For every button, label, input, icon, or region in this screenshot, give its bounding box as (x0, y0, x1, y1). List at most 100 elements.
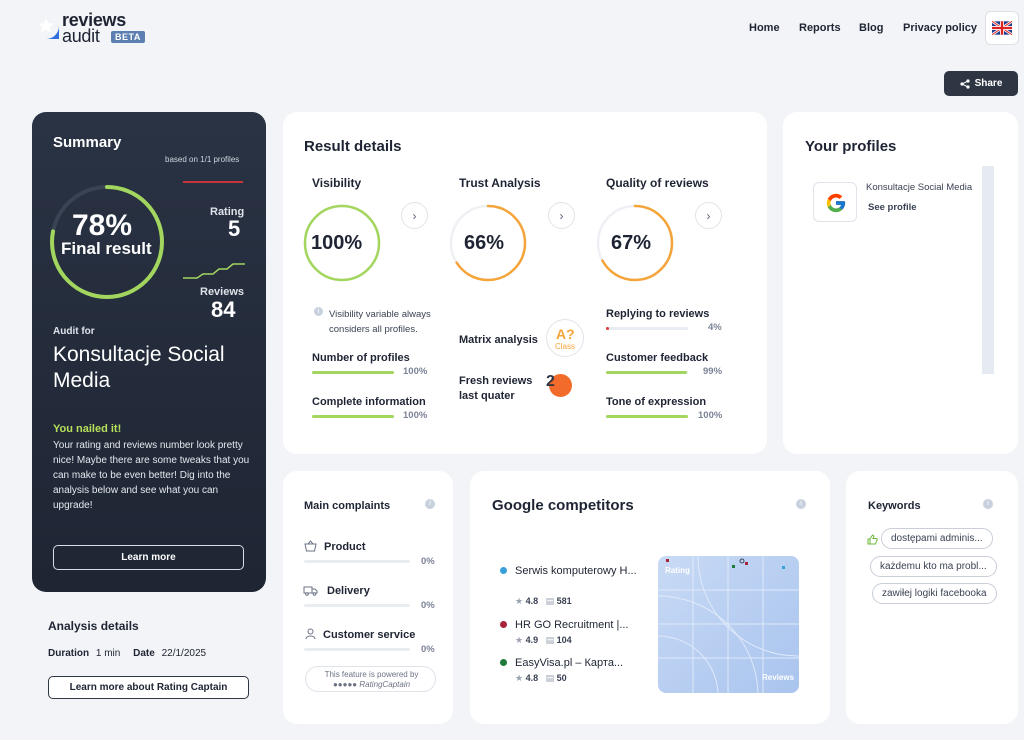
complete-information-label: Complete information (312, 396, 426, 408)
number-of-profiles-bar (312, 371, 394, 374)
replying-bar-fill (606, 327, 610, 330)
keyword-pill[interactable]: dostępami adminis... (881, 528, 993, 549)
share-label: Share (974, 78, 1003, 89)
see-profile-link[interactable]: See profile (868, 202, 917, 213)
basket-icon (304, 540, 317, 552)
analysis-details-title: Analysis details (48, 619, 139, 633)
number-of-profiles-value: 100% (403, 366, 428, 377)
person-icon (305, 628, 316, 640)
profiles-scrollbar[interactable] (982, 166, 994, 374)
logo-text-2: audit (62, 26, 100, 46)
learn-more-rating-captain-button[interactable]: Learn more about Rating Captain (48, 676, 249, 699)
learn-more-button[interactable]: Learn more (53, 545, 244, 570)
keywords-title: Keywords (868, 500, 921, 512)
trust-value: 66% (464, 232, 505, 254)
competitors-map-grid (658, 556, 799, 693)
complaint-delivery-label: Delivery (327, 585, 370, 597)
replying-label: Replying to reviews (606, 308, 710, 320)
visibility-title: Visibility (312, 176, 362, 190)
competitor-stats: ★ 4.8 ▤ 581 (515, 596, 572, 607)
fresh-reviews-value: 2 (546, 373, 555, 390)
competitor-rating: 4.8 (525, 596, 539, 606)
rating-value: 5 (228, 216, 241, 241)
profiles-scrollbar-thumb[interactable] (982, 166, 994, 374)
thumbs-up-icon (867, 534, 878, 545)
date-label: Date (133, 648, 155, 659)
visibility-note: Visibility variable always considers all… (329, 309, 431, 335)
final-result-percent: 78% (72, 209, 133, 242)
language-flag-button[interactable] (985, 11, 1019, 45)
competitor-rating: 4.9 (525, 635, 539, 645)
summary-card: Summary based on 1/1 profiles 78% Final … (32, 112, 266, 592)
profile-name: Konsultacje Social Media (866, 182, 973, 193)
nav-reports[interactable]: Reports (799, 22, 841, 34)
map-reviews-label: Reviews (762, 673, 795, 682)
reviews-trend-line (183, 263, 245, 279)
result-details-card: Result details Visibility 100% › i Visib… (283, 112, 767, 454)
duration-value: 1 min (95, 648, 121, 659)
final-result-gauge (50, 185, 164, 299)
final-result-label: Final result (61, 239, 152, 258)
tone-label: Tone of expression (606, 396, 707, 408)
share-button[interactable]: Share (944, 71, 1018, 96)
trust-details-button[interactable]: › (548, 202, 575, 229)
competitor-stats: ★ 4.8 ▤ 50 (515, 673, 567, 684)
competitor-reviews: 581 (556, 596, 572, 606)
keyword-pill[interactable]: każdemu kto ma probl... (870, 556, 997, 577)
complete-information-bar (312, 415, 394, 418)
competitors-card: Google competitors i Serwis komputerowy … (470, 471, 830, 724)
logo[interactable]: reviews audit BETA (32, 10, 152, 46)
rating-captain-logo: ●●●●● RatingCaptain (306, 680, 437, 689)
truck-icon (303, 586, 318, 596)
reviews-value: 84 (211, 297, 236, 322)
quality-title: Quality of reviews (606, 176, 709, 190)
keyword-pill[interactable]: zawiłej logiki facebooka (872, 583, 997, 604)
nav-home[interactable]: Home (749, 22, 780, 34)
competitor-stats: ★ 4.9 ▤ 104 (515, 635, 572, 646)
powered-by-badge[interactable]: This feature is powered by ●●●●● RatingC… (305, 666, 436, 692)
number-of-profiles-bar-fill (312, 371, 394, 374)
competitor-name: EasyVisa.pl – Карта... (515, 657, 624, 669)
competitor-dot (500, 621, 507, 628)
complete-information-bar-fill (312, 415, 394, 418)
summary-message: Your rating and reviews number look pret… (53, 440, 250, 511)
star-icon: ★ (515, 596, 524, 606)
info-icon: i (983, 499, 993, 509)
info-icon: i (425, 499, 435, 509)
competitor-rating: 4.8 (525, 673, 539, 683)
star-icon: ★ (515, 635, 524, 645)
share-icon (959, 78, 970, 89)
customer-feedback-bar-fill (606, 371, 688, 374)
nav-privacy-policy[interactable]: Privacy policy (903, 22, 977, 34)
tone-bar (606, 415, 688, 418)
visibility-details-button[interactable]: › (401, 202, 428, 229)
map-rating-label: Rating (665, 566, 690, 575)
based-on-text: based on 1/1 profiles (165, 155, 240, 164)
company-name: Konsultacje Social Media (53, 343, 225, 392)
info-icon: i (796, 499, 806, 509)
complaint-customer-service-label: Customer service (323, 629, 416, 641)
competitor-name: Serwis komputerowy H... (515, 565, 637, 577)
uk-flag-icon (992, 21, 1012, 35)
complaints-title: Main complaints (304, 500, 391, 512)
profiles-card: Your profiles Konsultacje Social Media S… (783, 112, 1018, 454)
customer-feedback-bar (606, 371, 688, 374)
dots-icon: ●●●●● (332, 680, 360, 689)
nailed-it-heading: You nailed it! (53, 423, 122, 435)
chevron-right-icon: › (412, 208, 417, 223)
customer-feedback-label: Customer feedback (606, 352, 709, 364)
quality-gauge (596, 204, 674, 282)
complaint-delivery-value: 0% (421, 600, 435, 611)
google-icon (826, 193, 846, 213)
duration-label: Duration (48, 648, 90, 659)
tone-value: 100% (698, 410, 723, 421)
matrix-class-badge: A? Class (546, 319, 584, 357)
nav-blog[interactable]: Blog (859, 22, 884, 34)
complaint-product-label: Product (324, 541, 366, 553)
quality-details-button[interactable]: › (695, 202, 722, 229)
matrix-analysis-label: Matrix analysis (459, 334, 538, 346)
complaints-card: Main complaints i Product 0% Delivery 0%… (283, 471, 453, 724)
result-details-title: Result details (304, 138, 402, 155)
tone-bar-fill (606, 415, 688, 418)
analysis-meta: Duration 1 min Date 22/1/2025 (48, 648, 206, 659)
